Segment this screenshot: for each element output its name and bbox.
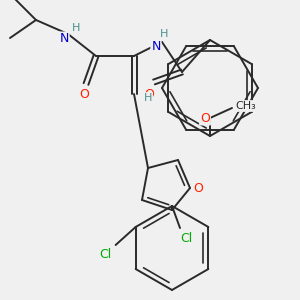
- Text: N: N: [59, 32, 69, 46]
- Text: Cl: Cl: [180, 232, 192, 244]
- Text: N: N: [151, 40, 161, 52]
- Text: O: O: [79, 88, 89, 100]
- Text: O: O: [144, 88, 154, 100]
- Text: Cl: Cl: [100, 248, 112, 262]
- Text: O: O: [193, 182, 203, 194]
- Text: H: H: [144, 93, 152, 103]
- Text: O: O: [200, 112, 210, 124]
- Text: H: H: [72, 23, 80, 33]
- Text: CH₃: CH₃: [236, 101, 256, 111]
- Text: H: H: [160, 29, 168, 39]
